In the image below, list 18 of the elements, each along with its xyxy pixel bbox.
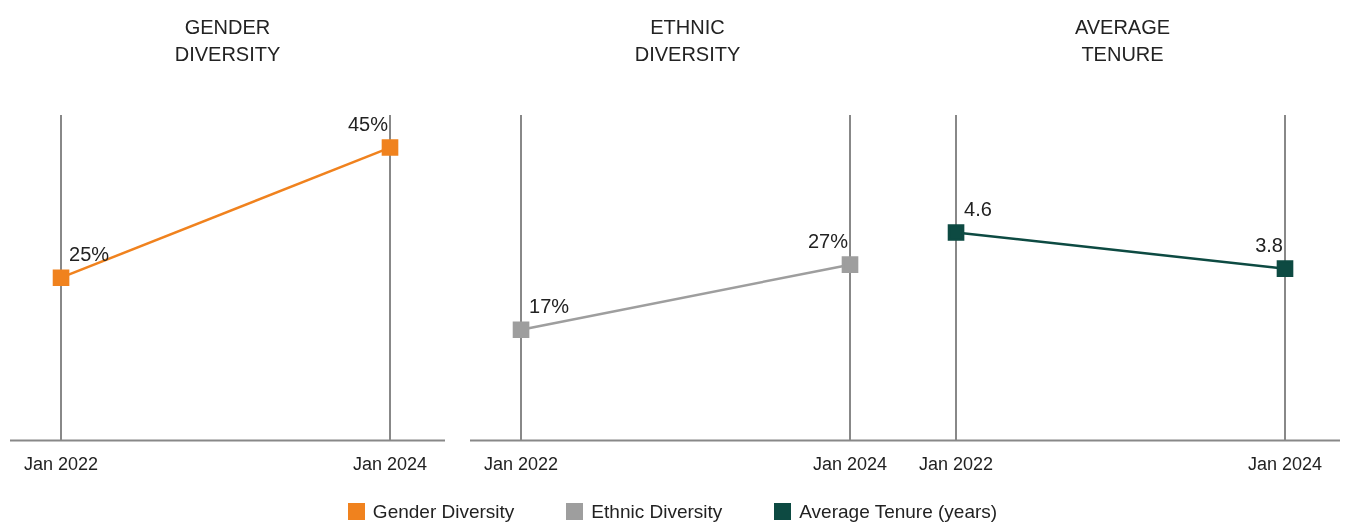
legend-label: Gender Diversity [372,501,515,522]
x-tick-label: Jan 2024 [352,454,428,475]
data-label: 17% [529,295,570,318]
x-tick-label: Jan 2022 [918,454,994,475]
data-label: 45% [347,113,389,136]
chart-title: AVERAGE TENURE [1073,15,1172,67]
data-label: 4.6 [964,198,992,221]
x-tick-label: Jan 2022 [23,454,99,475]
chart-title: ETHNIC DIVERSITY [633,15,742,67]
data-label: 25% [69,243,110,266]
legend-label: Average Tenure (years) [799,501,998,522]
x-tick-label: Jan 2024 [1247,454,1323,475]
x-tick-label: Jan 2024 [812,454,888,475]
chart-title: GENDER DIVERSITY [173,15,282,67]
data-label: 27% [807,230,849,253]
data-label: 3.8 [1255,234,1283,257]
x-tick-label: Jan 2022 [483,454,559,475]
legend-label: Ethnic Diversity [591,501,723,522]
